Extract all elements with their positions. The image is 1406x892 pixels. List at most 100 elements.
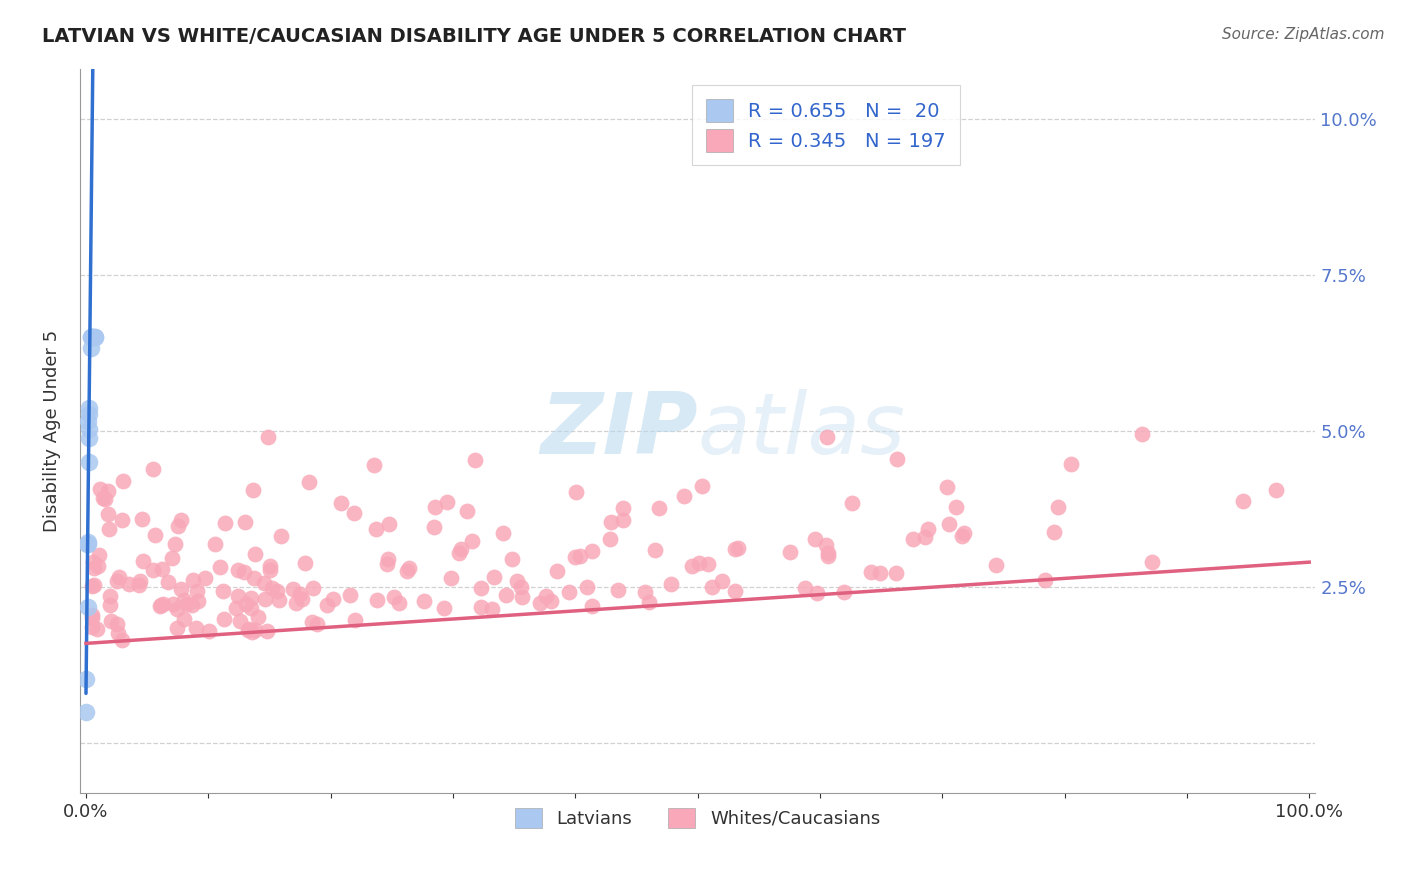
Point xyxy=(100,614,122,628)
Point xyxy=(529,596,551,610)
Point xyxy=(938,516,960,531)
Point xyxy=(76,599,98,614)
Point xyxy=(80,330,103,344)
Point xyxy=(633,585,655,599)
Point xyxy=(464,453,486,467)
Point xyxy=(180,598,202,612)
Point xyxy=(450,541,472,556)
Point xyxy=(82,620,104,634)
Point xyxy=(436,495,458,509)
Point xyxy=(557,584,579,599)
Point xyxy=(936,481,959,495)
Point xyxy=(534,589,557,603)
Point xyxy=(187,594,209,608)
Point xyxy=(576,580,599,594)
Point xyxy=(724,583,747,598)
Point xyxy=(491,526,513,541)
Point xyxy=(214,516,236,531)
Point xyxy=(366,593,388,607)
Point xyxy=(914,530,936,544)
Point xyxy=(242,624,264,639)
Point xyxy=(815,430,838,444)
Point xyxy=(149,599,172,613)
Point xyxy=(77,413,100,427)
Point xyxy=(167,518,190,533)
Point xyxy=(509,580,531,594)
Point xyxy=(150,598,173,612)
Point xyxy=(540,594,562,608)
Point xyxy=(581,599,603,613)
Point xyxy=(111,632,134,647)
Point xyxy=(316,598,339,612)
Point xyxy=(84,330,107,344)
Point xyxy=(83,560,105,574)
Point xyxy=(510,590,533,604)
Point xyxy=(156,574,179,589)
Point xyxy=(98,589,121,603)
Point xyxy=(82,611,104,625)
Point xyxy=(481,602,503,616)
Point xyxy=(83,578,105,592)
Point xyxy=(111,513,134,527)
Point xyxy=(377,552,399,566)
Point xyxy=(298,475,321,490)
Point xyxy=(648,501,671,516)
Point xyxy=(91,491,114,505)
Point xyxy=(1059,457,1081,471)
Point xyxy=(259,559,281,574)
Point xyxy=(239,601,262,615)
Point xyxy=(170,582,193,596)
Point xyxy=(238,622,260,636)
Point xyxy=(173,592,195,607)
Point xyxy=(131,512,153,526)
Point xyxy=(423,500,446,514)
Point xyxy=(307,617,329,632)
Point xyxy=(945,500,967,514)
Point xyxy=(77,407,100,421)
Point xyxy=(283,582,305,596)
Point xyxy=(322,592,344,607)
Point xyxy=(238,623,260,637)
Point xyxy=(235,597,257,611)
Point xyxy=(461,534,484,549)
Point xyxy=(107,570,129,584)
Point xyxy=(804,532,827,546)
Point xyxy=(950,529,973,543)
Point xyxy=(697,557,720,571)
Point xyxy=(903,532,925,546)
Point xyxy=(233,515,256,529)
Point xyxy=(363,458,385,472)
Point xyxy=(343,506,366,520)
Point xyxy=(344,613,367,627)
Point xyxy=(501,551,523,566)
Point xyxy=(183,573,205,587)
Point xyxy=(166,602,188,616)
Point xyxy=(779,545,801,559)
Point xyxy=(198,624,221,639)
Text: ZIP: ZIP xyxy=(540,390,697,473)
Point xyxy=(105,574,128,589)
Point xyxy=(260,581,283,595)
Point xyxy=(869,566,891,581)
Point xyxy=(256,430,278,444)
Point xyxy=(301,615,323,629)
Point xyxy=(270,529,292,543)
Point xyxy=(89,482,111,496)
Point xyxy=(565,484,588,499)
Point xyxy=(254,591,277,606)
Point xyxy=(470,581,492,595)
Text: LATVIAN VS WHITE/CAUCASIAN DISABILITY AGE UNDER 5 CORRELATION CHART: LATVIAN VS WHITE/CAUCASIAN DISABILITY AG… xyxy=(42,27,907,45)
Point xyxy=(1046,500,1069,514)
Point xyxy=(105,617,128,632)
Point xyxy=(186,583,208,598)
Point xyxy=(166,621,188,635)
Point xyxy=(1033,573,1056,587)
Point xyxy=(495,588,517,602)
Point xyxy=(160,550,183,565)
Point xyxy=(806,586,828,600)
Point xyxy=(242,483,264,498)
Point xyxy=(80,330,103,344)
Point xyxy=(724,541,747,556)
Point xyxy=(266,584,288,599)
Point xyxy=(143,527,166,541)
